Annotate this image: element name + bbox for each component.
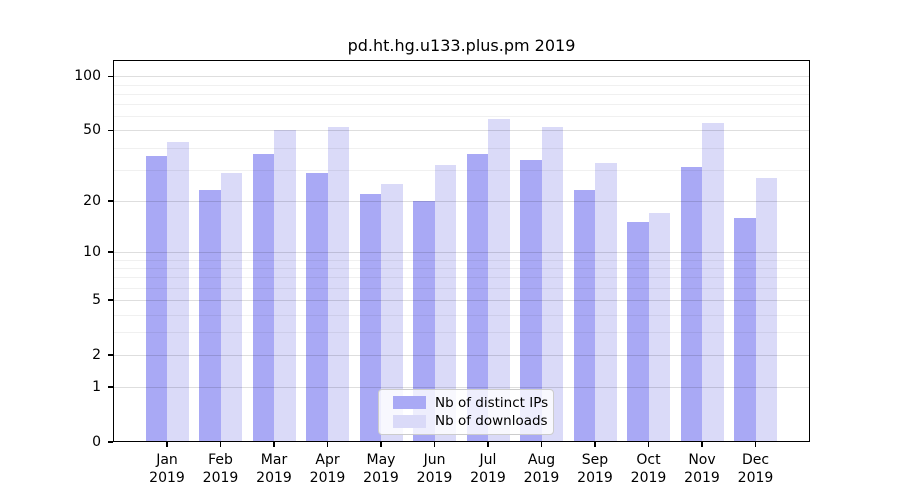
x-tick-label-feb: Feb 2019 <box>202 452 239 486</box>
x-tick-mark <box>219 442 222 447</box>
y-tick-mark <box>108 75 113 77</box>
bar-downloads-oct <box>648 212 670 442</box>
bar-distinct-ips-jan <box>145 155 167 442</box>
x-tick-label-sep: Sep 2019 <box>577 452 613 486</box>
bar-downloads-mar <box>274 130 296 442</box>
legend-label-downloads: Nb of downloads <box>435 413 548 430</box>
bar-downloads-may <box>381 183 403 442</box>
x-tick-mark <box>701 442 703 447</box>
x-tick-mark <box>326 442 329 447</box>
y-tick-mark <box>108 441 113 443</box>
bar-distinct-ips-aug <box>520 160 542 442</box>
y-tick-mark <box>108 386 113 388</box>
x-tick-mark <box>380 442 382 447</box>
x-tick-mark <box>540 442 543 447</box>
bar-downloads-aug <box>541 127 563 442</box>
legend-swatch-distinct-ips <box>393 396 426 410</box>
x-tick-mark <box>487 442 489 447</box>
y-tick-mark <box>108 200 113 202</box>
y-tick-label: 2 <box>92 346 101 363</box>
x-tick-label-aug: Aug 2019 <box>523 452 560 486</box>
bar-distinct-ips-feb <box>199 190 221 442</box>
x-tick-label-may: May 2019 <box>363 452 399 486</box>
x-tick-label-jan: Jan 2019 <box>149 452 185 486</box>
bar-downloads-jul <box>488 118 510 442</box>
x-tick-mark <box>433 442 436 447</box>
x-tick-mark <box>594 442 596 447</box>
bar-downloads-sep <box>595 162 617 442</box>
chart-title: pd.ht.hg.u133.plus.pm 2019 <box>347 36 576 55</box>
bar-downloads-jun <box>434 164 456 442</box>
legend-item-downloads: Nb of downloads <box>379 413 553 429</box>
x-tick-mark <box>647 442 650 447</box>
legend-swatch-downloads <box>393 414 426 428</box>
bar-downloads-jan <box>167 142 189 442</box>
y-tick-label: 10 <box>83 244 101 260</box>
bar-distinct-ips-sep <box>573 190 595 442</box>
bar-downloads-nov <box>702 123 724 442</box>
y-tick-label: 100 <box>74 68 101 85</box>
y-tick-mark <box>108 299 113 301</box>
bar-distinct-ips-may <box>359 193 381 442</box>
bar-distinct-ips-apr <box>306 172 328 442</box>
bar-distinct-ips-mar <box>252 153 274 442</box>
legend-label-distinct-ips: Nb of distinct IPs <box>435 394 549 411</box>
y-tick-mark <box>108 354 113 356</box>
y-tick-label: 0 <box>92 434 101 450</box>
x-tick-label-nov: Nov 2019 <box>684 452 720 486</box>
bar-distinct-ips-oct <box>627 222 649 442</box>
x-tick-mark <box>273 442 275 447</box>
bar-downloads-dec <box>755 177 777 442</box>
legend-item-distinct-ips: Nb of distinct IPs <box>379 395 553 411</box>
x-tick-mark <box>166 442 168 447</box>
x-tick-label-jul: Jul 2019 <box>470 452 506 486</box>
plot-area <box>113 60 810 442</box>
bar-downloads-feb <box>220 172 242 442</box>
y-tick-mark <box>108 129 113 132</box>
x-tick-label-oct: Oct 2019 <box>630 452 667 486</box>
x-tick-label-apr: Apr 2019 <box>309 452 346 486</box>
bars-layer <box>113 60 810 442</box>
y-tick-mark <box>108 251 113 253</box>
bar-distinct-ips-jul <box>466 153 488 442</box>
x-tick-label-jun: Jun 2019 <box>416 452 453 486</box>
y-tick-label: 50 <box>83 122 101 139</box>
y-tick-label: 1 <box>92 379 101 396</box>
x-tick-label-mar: Mar 2019 <box>256 452 292 486</box>
bar-distinct-ips-jun <box>413 200 435 442</box>
bar-distinct-ips-nov <box>680 167 702 442</box>
x-tick-label-dec: Dec 2019 <box>737 452 774 486</box>
legend: Nb of distinct IPs Nb of downloads <box>378 389 554 435</box>
bar-downloads-apr <box>327 127 349 442</box>
x-tick-mark <box>754 442 757 447</box>
bar-distinct-ips-dec <box>734 217 756 442</box>
y-tick-label: 20 <box>83 192 101 209</box>
y-tick-label: 5 <box>92 292 101 308</box>
